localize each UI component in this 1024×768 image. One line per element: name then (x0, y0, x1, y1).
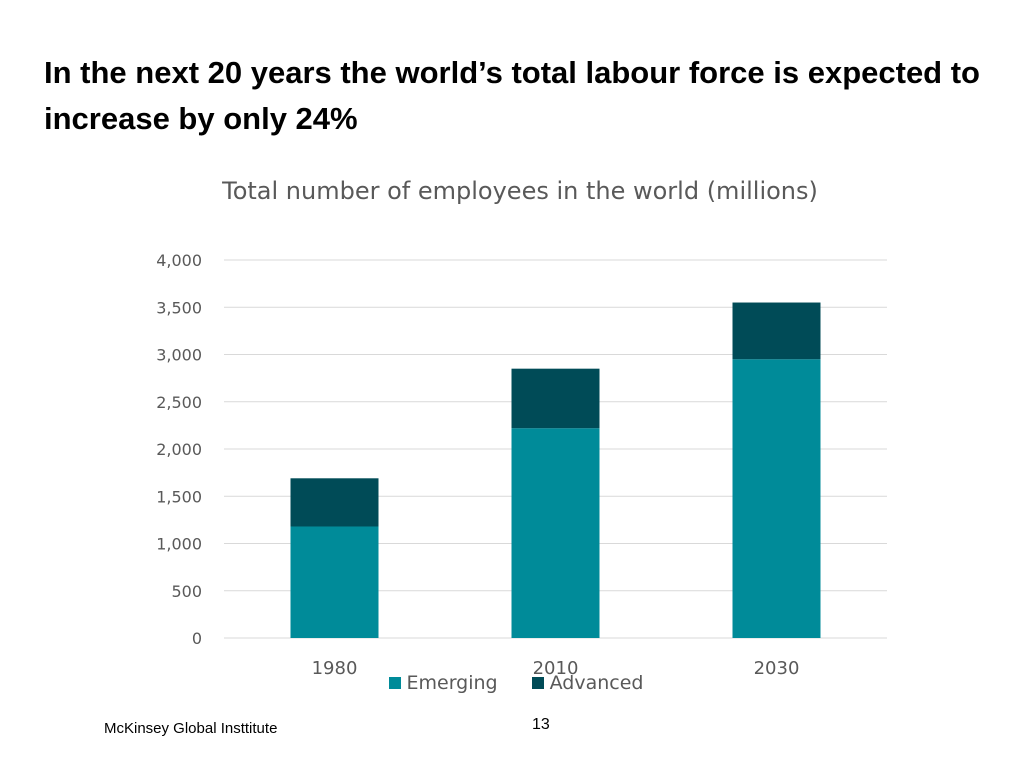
y-tick-label: 500 (171, 582, 202, 601)
footer-source: McKinsey Global Insttitute (104, 720, 278, 737)
bar-advanced-2010 (511, 368, 600, 429)
y-axis-ticks: 0 500 1,000 1,500 2,000 2,500 3,000 3,500 4,000 (156, 251, 202, 648)
y-tick-label: 0 (192, 629, 202, 648)
x-tick-label: 2010 (533, 658, 579, 679)
bar-emerging-2010 (511, 428, 600, 638)
legend-label-advanced: Advanced (549, 672, 644, 694)
bar-advanced-1980 (290, 478, 379, 527)
legend-item-advanced: Advanced (524, 672, 644, 694)
y-tick-label: 3,000 (156, 346, 202, 365)
bar-emerging-2030 (732, 359, 821, 638)
bar-advanced-2030 (732, 302, 821, 360)
chart-legend: Emerging Advanced (0, 672, 1024, 694)
bar-emerging-1980 (290, 526, 379, 638)
y-tick-label: 3,500 (156, 298, 202, 317)
slide-title: In the next 20 years the world’s total l… (44, 55, 980, 136)
x-axis-ticks: 1980 2010 2030 (312, 658, 800, 679)
y-tick-label: 1,500 (156, 487, 202, 506)
legend-item-emerging: Emerging (381, 672, 498, 694)
page-number: 13 (532, 716, 550, 733)
y-tick-label: 2,000 (156, 440, 202, 459)
y-tick-label: 4,000 (156, 251, 202, 270)
legend-swatch-advanced (531, 677, 544, 689)
x-tick-label: 1980 (312, 658, 358, 679)
y-tick-label: 1,000 (156, 535, 202, 554)
legend-label-emerging: Emerging (406, 672, 498, 694)
y-tick-label: 2,500 (156, 393, 202, 412)
bars (290, 302, 821, 638)
x-tick-label: 2030 (754, 658, 800, 679)
legend-swatch-emerging (388, 677, 401, 689)
chart-title: Total number of employees in the world (… (222, 177, 818, 205)
stacked-bar-chart: 05001,0001,5002,0002,5003,0003,5004,000 … (156, 251, 887, 679)
